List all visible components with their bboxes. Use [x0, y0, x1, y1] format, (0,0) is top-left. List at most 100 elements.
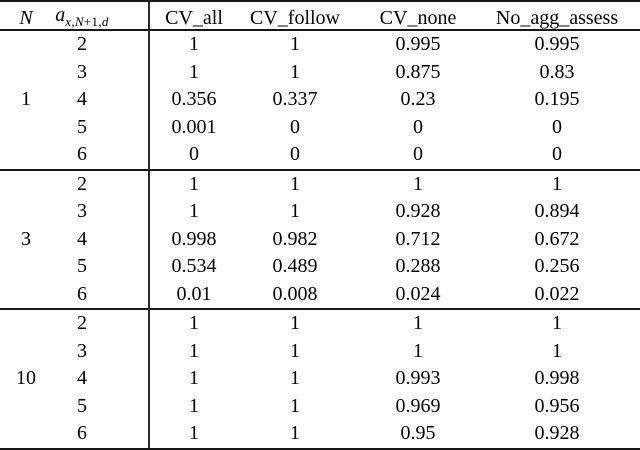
cell-group-n: 10	[16, 367, 36, 389]
cell-cv-all: 1	[189, 60, 199, 83]
cell-a-value: 4	[77, 227, 87, 250]
cell-a-value: 5	[77, 255, 87, 277]
cell-cv-follow: 0.337	[272, 88, 318, 110]
cell-a-value: 4	[77, 88, 87, 110]
header-a-sub-d: d	[101, 14, 109, 29]
cell-cv-none: 0.969	[395, 394, 441, 417]
table-row: 2 1 1 1 1	[0, 171, 640, 199]
cell-no-agg-assess: 0.256	[534, 255, 580, 277]
table-body: 2 1 1 0.995 0.995 3 1 1 0.875 0.83 1 4 0.356 0.337 0.2…	[0, 31, 640, 448]
table-row: 6 0 0 0 0	[0, 141, 640, 169]
cell-a-value: 3	[77, 200, 87, 222]
cell-no-agg-assess: 0.956	[534, 394, 580, 417]
cell-group-n: 3	[21, 227, 31, 250]
cell-no-agg-assess: 0.195	[534, 88, 580, 110]
cell-a-value: 4	[77, 367, 87, 389]
cell-cv-none: 0.024	[395, 282, 441, 305]
table-row: 10 4 1 1 0.993 0.998	[0, 365, 640, 393]
table-row: 3 1 1 0.875 0.83	[0, 59, 640, 87]
cell-cv-follow: 1	[290, 339, 300, 362]
cell-cv-all: 0.001	[171, 115, 217, 138]
cell-cv-follow: 1	[290, 200, 300, 222]
cell-cv-follow: 1	[290, 367, 300, 389]
cell-cv-follow: 1	[290, 312, 300, 334]
cell-cv-follow: 0.982	[272, 227, 318, 250]
cell-no-agg-assess: 0.022	[534, 282, 580, 305]
cell-no-agg-assess: 1	[552, 312, 562, 334]
cell-a-value: 2	[77, 33, 87, 55]
cell-no-agg-assess: 0.995	[534, 33, 580, 55]
header-cv-none: CV_none	[379, 7, 457, 29]
cell-cv-all: 0.01	[176, 282, 212, 305]
header-a-subscript: x,N+1,d	[65, 14, 108, 29]
cell-cv-follow: 1	[290, 60, 300, 83]
cell-no-agg-assess: 0.83	[539, 60, 575, 83]
table-row: 3 4 0.998 0.982 0.712 0.672	[0, 226, 640, 254]
header-a-base: a	[55, 4, 66, 26]
cell-a-value: 2	[77, 312, 87, 334]
cell-cv-all: 1	[189, 394, 199, 417]
header-a-sub-xn: x,N	[65, 14, 84, 29]
cell-cv-none: 0.995	[395, 33, 441, 55]
table-row: 3 1 1 1 1	[0, 338, 640, 366]
cell-a-value: 6	[77, 422, 87, 444]
cell-cv-none: 1	[413, 312, 423, 334]
cell-cv-none: 0	[413, 143, 423, 165]
header-a-sub-plus1: +1,	[83, 14, 102, 29]
header-a-subscripted: ax,N+1,d	[52, 2, 112, 35]
table-row: 6 1 1 0.95 0.928	[0, 420, 640, 448]
cell-cv-all: 1	[189, 339, 199, 362]
cell-a-value: 6	[77, 143, 87, 165]
table-group-n-10: 2 1 1 1 1 3 1 1 1 1 10 4 1 1 0.993 0.998 5 1 1 0.969 0.956 6 1…	[0, 308, 640, 448]
cell-cv-none: 0.288	[395, 255, 441, 277]
cell-group-n: 1	[21, 88, 31, 110]
cell-cv-all: 0	[189, 143, 199, 165]
cell-a-value: 3	[77, 60, 87, 83]
cell-cv-none: 0.712	[395, 227, 441, 250]
table-group-n-3: 2 1 1 1 1 3 1 1 0.928 0.894 3 4 0.998 0.982 0.712 0.672…	[0, 168, 640, 309]
cell-cv-follow: 1	[290, 172, 300, 195]
cell-a-value: 5	[77, 394, 87, 417]
cell-cv-none: 1	[413, 339, 423, 362]
cell-cv-follow: 1	[290, 33, 300, 55]
cell-cv-follow: 1	[290, 422, 300, 444]
cell-cv-all: 1	[189, 312, 199, 334]
cell-no-agg-assess: 0.894	[534, 200, 580, 222]
cell-no-agg-assess: 0	[552, 115, 562, 138]
cell-no-agg-assess: 1	[552, 339, 562, 362]
cell-cv-all: 1	[189, 200, 199, 222]
cell-cv-none: 0.95	[400, 422, 436, 444]
cell-cv-all: 0.534	[171, 255, 217, 277]
cell-no-agg-assess: 0	[552, 143, 562, 165]
cell-cv-all: 0.998	[171, 227, 217, 250]
cell-cv-all: 1	[189, 422, 199, 444]
cell-cv-follow: 0	[290, 143, 300, 165]
table-group-n-1: 2 1 1 0.995 0.995 3 1 1 0.875 0.83 1 4 0.356 0.337 0.2…	[0, 31, 640, 169]
table-row: 3 1 1 0.928 0.894	[0, 198, 640, 226]
cell-cv-follow: 0	[290, 115, 300, 138]
cell-cv-follow: 0.008	[272, 282, 318, 305]
cell-a-value: 2	[77, 172, 87, 195]
table-row: 5 1 1 0.969 0.956	[0, 393, 640, 421]
table-row: 6 0.01 0.008 0.024 0.022	[0, 281, 640, 309]
header-cv-all: CV_all	[165, 7, 223, 29]
table-header-row: N ax,N+1,d CV_all CV_follow CV_none No_a…	[0, 2, 640, 31]
cell-cv-all: 0.356	[171, 88, 217, 110]
cell-a-value: 5	[77, 115, 87, 138]
table-row: 2 1 1 1 1	[0, 310, 640, 338]
table-row: 2 1 1 0.995 0.995	[0, 31, 640, 59]
header-n: N	[19, 7, 33, 29]
cell-cv-none: 1	[413, 172, 423, 195]
cell-cv-follow: 0.489	[272, 255, 318, 277]
cell-cv-all: 1	[189, 33, 199, 55]
cell-no-agg-assess: 0.672	[534, 227, 580, 250]
cell-cv-none: 0.23	[400, 88, 436, 110]
table-row: 5 0.534 0.489 0.288 0.256	[0, 253, 640, 281]
cell-a-value: 3	[77, 339, 87, 362]
table-row: 1 4 0.356 0.337 0.23 0.195	[0, 86, 640, 114]
table-row: 5 0.001 0 0 0	[0, 114, 640, 142]
cell-no-agg-assess: 0.998	[534, 367, 580, 389]
cell-no-agg-assess: 0.928	[534, 422, 580, 444]
